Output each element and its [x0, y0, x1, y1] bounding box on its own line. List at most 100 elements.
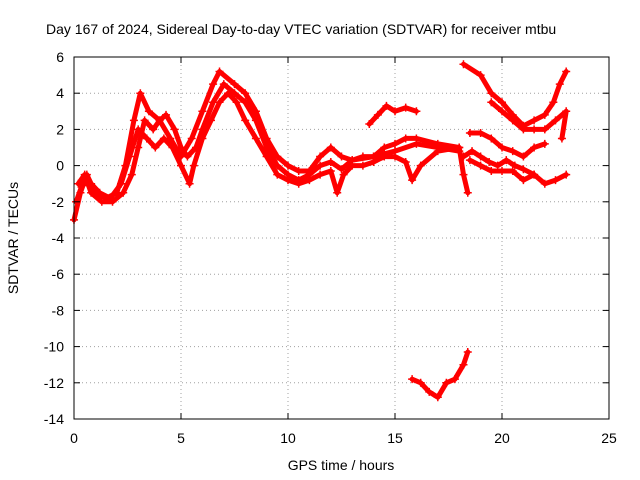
data-point-marker	[459, 170, 468, 179]
data-point-marker	[219, 80, 228, 89]
data-point-marker	[463, 348, 472, 357]
data-point-marker	[119, 188, 128, 197]
data-point-marker	[316, 152, 325, 161]
data-point-marker	[326, 157, 335, 166]
data-point-marker	[168, 143, 177, 152]
data-point-marker	[224, 89, 233, 98]
data-point-marker	[125, 152, 134, 161]
data-point-marker	[251, 116, 260, 125]
data-point-marker	[459, 152, 468, 161]
y-tick-label: -2	[52, 194, 65, 210]
data-point-marker	[502, 156, 511, 165]
data-point-marker	[151, 143, 160, 152]
data-point-marker	[487, 89, 496, 98]
data-point-marker	[177, 161, 185, 170]
data-point-marker	[382, 101, 391, 110]
data-point-marker	[476, 152, 485, 161]
data-point-marker	[391, 139, 399, 148]
y-ticks: -14 -12 -10 -8 -6 -4 -2 0 2 4 6	[44, 49, 609, 427]
data-point-marker	[95, 188, 104, 197]
data-point-marker	[530, 116, 539, 125]
data-point-marker	[530, 125, 539, 134]
x-tick-label: 25	[601, 430, 617, 446]
data-point-marker	[294, 167, 303, 176]
data-point-marker	[294, 179, 303, 188]
data-point-marker	[557, 134, 566, 143]
data-point-marker	[215, 67, 224, 76]
data-point-marker	[380, 143, 389, 152]
data-point-marker	[284, 161, 292, 170]
data-point-marker	[87, 179, 96, 188]
data-point-marker	[326, 167, 335, 176]
data-point-marker	[373, 110, 382, 119]
y-axis-label: SDTVAR / TECUs	[5, 182, 21, 294]
data-point-marker	[183, 152, 192, 161]
data-point-marker	[498, 98, 506, 107]
y-tick-label: -6	[52, 266, 65, 282]
data-point-marker	[540, 179, 549, 188]
data-point-marker	[468, 147, 477, 156]
data-point-marker	[358, 161, 367, 170]
data-point-marker	[198, 107, 207, 116]
data-point-marker	[476, 71, 485, 80]
data-point-marker	[498, 143, 506, 152]
data-point-marker	[80, 170, 89, 179]
data-point-marker	[97, 197, 106, 206]
data-point-marker	[232, 98, 241, 107]
data-point-marker	[273, 170, 282, 179]
y-tick-label: -4	[52, 230, 65, 246]
data-point-marker	[540, 125, 549, 134]
data-point-marker	[241, 98, 250, 107]
series-layer	[70, 60, 571, 402]
data-point-marker	[284, 176, 292, 185]
x-tick-label: 0	[70, 430, 78, 446]
grid	[74, 57, 609, 419]
x-tick-label: 15	[387, 430, 403, 446]
data-point-marker	[117, 179, 126, 188]
data-point-marker	[463, 188, 472, 197]
data-point-marker	[459, 60, 468, 69]
data-point-marker	[519, 176, 528, 185]
data-point-marker	[493, 161, 502, 170]
data-point-marker	[337, 152, 346, 161]
data-point-marker	[412, 107, 421, 116]
data-point-marker	[262, 152, 271, 161]
data-point-marker	[487, 134, 496, 143]
data-point-marker	[549, 98, 558, 107]
y-tick-label: -12	[44, 375, 64, 391]
data-point-marker	[241, 89, 250, 98]
data-point-marker	[433, 147, 442, 156]
data-point-marker	[433, 393, 442, 402]
data-point-marker	[401, 157, 410, 166]
series-trace-t7	[467, 130, 548, 160]
y-tick-label: -14	[44, 411, 64, 427]
data-point-marker	[562, 67, 571, 76]
data-point-marker	[339, 170, 348, 179]
data-point-marker	[530, 143, 539, 152]
data-point-marker	[230, 80, 239, 89]
data-point-marker	[162, 110, 171, 119]
data-point-marker	[155, 116, 164, 125]
data-point-marker	[348, 161, 357, 170]
data-point-marker	[316, 161, 325, 170]
y-tick-label: 4	[56, 85, 64, 101]
data-point-marker	[530, 170, 539, 179]
data-point-marker	[134, 143, 143, 152]
data-point-marker	[508, 167, 517, 176]
y-tick-label: -8	[52, 302, 65, 318]
data-point-marker	[416, 161, 425, 170]
data-point-marker	[241, 116, 250, 125]
x-tick-label: 5	[177, 430, 185, 446]
data-point-marker	[465, 156, 474, 165]
y-tick-label: 2	[56, 121, 64, 137]
data-point-marker	[510, 161, 519, 170]
x-ticks: 0 5 10 15 20 25	[70, 57, 617, 446]
data-point-marker	[333, 188, 342, 197]
data-point-marker	[198, 134, 207, 143]
data-point-marker	[316, 170, 325, 179]
data-point-marker	[551, 116, 560, 125]
data-point-marker	[508, 116, 517, 125]
data-point-marker	[416, 378, 425, 387]
chart-title: Day 167 of 2024, Sidereal Day-to-day VTE…	[46, 21, 556, 37]
data-point-marker	[562, 170, 571, 179]
